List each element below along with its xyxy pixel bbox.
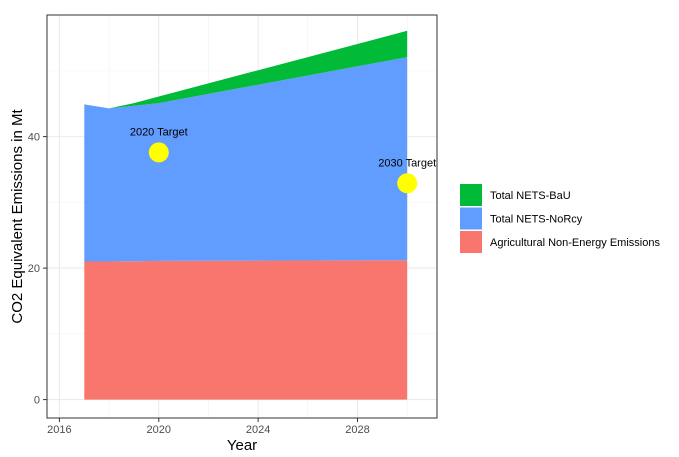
axes: 2016 2020 2024 2028 0 20 40 [28,132,370,436]
legend-label: Total NETS-NoRcy [490,214,583,226]
target-annotations: 2020 Target 2030 Target [130,126,436,194]
legend: Total NETS-BaU Total NETS-NoRcy Agricultur… [460,184,660,253]
y-tick-label: 0 [34,395,40,407]
target-point [397,173,418,194]
legend-swatch [460,184,482,206]
legend-swatch [460,231,482,253]
area-agricultural-non-energy-emissions [84,260,408,400]
y-tick-label: 40 [28,132,40,144]
plot-panel-border [46,14,438,419]
area-series [84,30,408,400]
legend-label: Agricultural Non-Energy Emissions [490,237,660,249]
legend-swatch [460,207,482,230]
target-label: 2020 Target [130,126,188,138]
x-tick-label: 2024 [246,424,270,436]
y-axis-label: CO2 Equivalent Emissions in Mt [9,109,26,324]
x-tick-label: 2020 [147,424,171,436]
x-axis-label: Year [227,437,257,454]
area-total-nets-norcy [84,57,408,262]
x-tick-label: 2016 [47,424,71,436]
y-tick-label: 20 [28,263,40,275]
target-label: 2030 Target [378,157,436,169]
legend-label: Total NETS-BaU [490,190,571,202]
target-point [148,142,169,163]
x-tick-label: 2028 [345,424,369,436]
